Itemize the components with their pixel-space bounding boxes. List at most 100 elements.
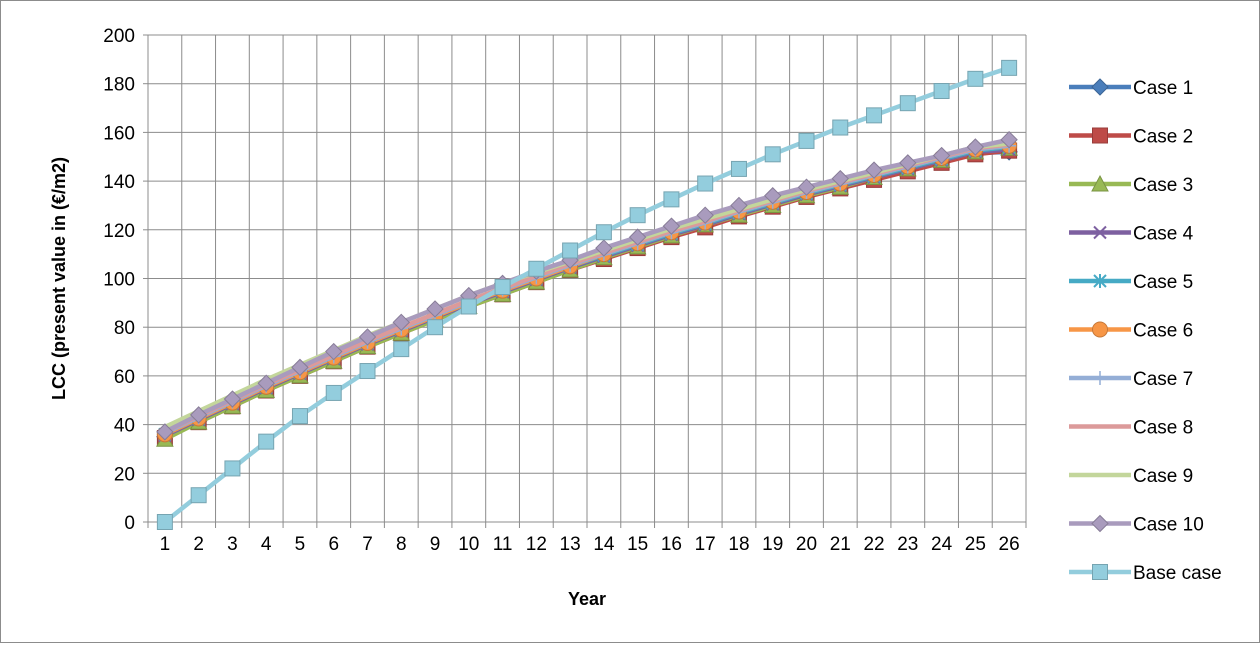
data-point: [967, 70, 984, 87]
x-tick-label: 22: [863, 534, 884, 555]
legend-label: Case 10: [1133, 515, 1204, 536]
data-point: [562, 242, 579, 259]
data-point: [325, 384, 342, 401]
x-tick-label: 24: [931, 534, 953, 555]
x-tick-label: 23: [897, 534, 918, 555]
data-point: [358, 328, 377, 346]
legend-item: Case 10: [1069, 515, 1204, 536]
x-tick-label: 18: [728, 534, 749, 555]
y-tick-label: 40: [114, 416, 135, 437]
legend-item: Case 6: [1069, 321, 1193, 342]
data-point: [1000, 130, 1018, 149]
data-point: [663, 191, 680, 208]
x-tick-label: 14: [593, 534, 615, 555]
data-point: [932, 146, 951, 165]
data-point: [392, 313, 410, 332]
legend-marker: [1093, 225, 1107, 240]
data-point: [393, 341, 410, 358]
x-tick-label: 19: [762, 534, 783, 555]
legend-label: Case 6: [1133, 321, 1193, 342]
y-tick-label: 160: [103, 123, 135, 144]
x-tick-label: 1: [160, 534, 171, 555]
data-point: [494, 279, 511, 296]
x-tick-label: 11: [493, 534, 513, 555]
legend: Case 1 Case 2 Case 3 Case 4 Case 5 Case 6 Case…: [1069, 78, 1222, 584]
data-point: [156, 514, 173, 530]
y-tick-label: 100: [103, 270, 135, 291]
legend-item: Case 5: [1069, 272, 1193, 293]
legend-item: Case 2: [1069, 127, 1193, 148]
x-tick-label: 13: [560, 534, 581, 555]
x-tick-label: 3: [227, 534, 238, 555]
legend-label: Case 9: [1133, 466, 1193, 487]
data-point: [629, 207, 646, 224]
data-point: [1001, 59, 1018, 76]
y-tick-label: 200: [103, 26, 135, 47]
x-tick-label: 20: [796, 534, 817, 555]
data-point: [697, 175, 714, 192]
data-point: [258, 433, 275, 450]
legend-item: Case 4: [1069, 224, 1194, 245]
data-point: [257, 374, 275, 392]
legend-item: Case 1: [1069, 78, 1193, 99]
data-point: [427, 319, 444, 336]
data-point: [156, 423, 174, 441]
x-tick-label: 26: [999, 534, 1020, 555]
legend-marker: [1092, 127, 1108, 144]
legend-marker: [1093, 371, 1107, 385]
x-tick-label: 5: [295, 534, 306, 555]
legend-label: Case 4: [1133, 224, 1194, 245]
x-tick-label: 10: [458, 534, 479, 555]
data-point: [224, 460, 241, 477]
data-point: [628, 228, 647, 246]
legend-item: Base case: [1069, 563, 1222, 584]
data-point: [797, 178, 816, 196]
legend-label: Case 5: [1133, 272, 1193, 293]
legend-marker: [1091, 174, 1109, 192]
x-tick-label: 6: [328, 534, 339, 555]
y-tick-label: 120: [103, 221, 135, 242]
data-point: [291, 358, 309, 377]
data-point: [866, 107, 883, 124]
data-point: [595, 239, 613, 257]
data-point: [189, 406, 208, 424]
data-point: [223, 390, 242, 408]
data-point: [764, 146, 781, 163]
y-tick-label: 180: [103, 75, 135, 96]
x-tick-label: 21: [830, 534, 851, 555]
data-point: [730, 196, 748, 215]
x-tick-label: 12: [526, 534, 547, 555]
x-tick-label: 17: [695, 534, 716, 555]
legend-marker: [1091, 514, 1109, 533]
data-point: [291, 408, 308, 425]
data-point: [865, 161, 883, 179]
data-point: [662, 217, 681, 235]
y-tick-label: 0: [124, 513, 135, 534]
data-point: [325, 342, 343, 361]
legend-marker: [1093, 274, 1107, 288]
legend-item: Case 7: [1069, 369, 1193, 390]
y-tick-label: 140: [103, 172, 135, 193]
data-point: [899, 95, 916, 112]
data-point: [730, 160, 747, 177]
legend-marker: [1092, 564, 1108, 580]
data-point: [359, 363, 376, 380]
legend-label: Case 8: [1133, 418, 1193, 439]
data-point: [831, 169, 849, 188]
data-point: [696, 206, 714, 224]
x-tick-label: 15: [627, 534, 648, 555]
data-point: [190, 487, 207, 504]
x-axis-title: Year: [568, 589, 606, 609]
y-tick-label: 20: [114, 464, 135, 485]
data-point: [933, 83, 950, 100]
data-point: [899, 154, 917, 172]
legend-label: Case 3: [1133, 175, 1193, 196]
x-tick-label: 16: [661, 534, 682, 555]
data-point: [528, 260, 545, 277]
legend-marker: [1092, 321, 1108, 338]
data-point: [426, 300, 444, 318]
legend-item: Case 8: [1069, 418, 1193, 439]
